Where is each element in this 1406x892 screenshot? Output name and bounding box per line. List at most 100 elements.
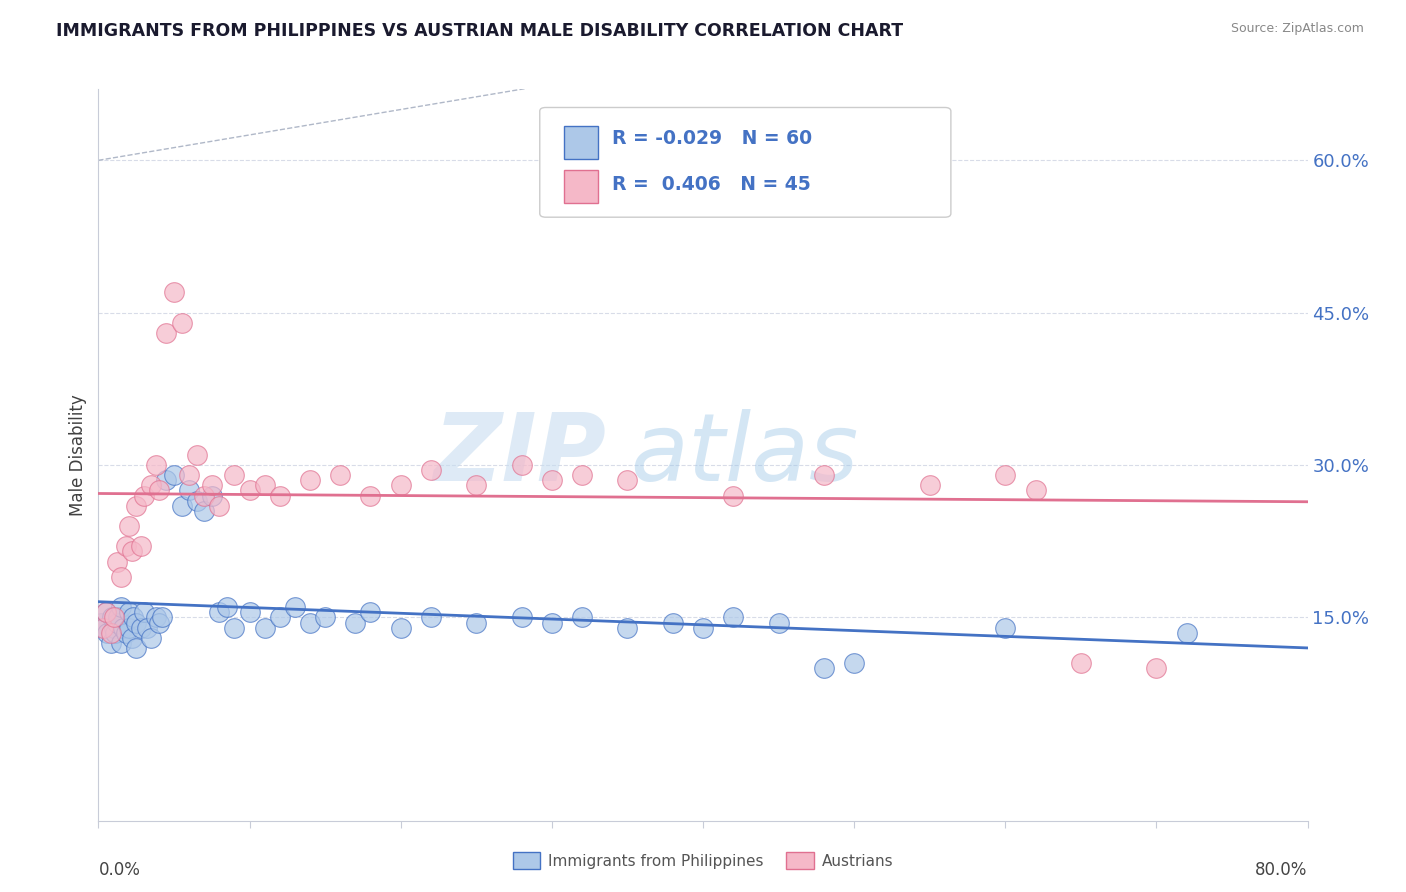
Point [186, 448, 208, 462]
Point [145, 458, 167, 472]
Text: 0.0%: 0.0% [98, 861, 141, 879]
Text: ZIP: ZIP [433, 409, 606, 501]
Point [114, 539, 136, 553]
Point [224, 468, 246, 483]
Point [118, 606, 141, 620]
Point [329, 468, 352, 483]
Point [100, 625, 122, 640]
Point [179, 468, 201, 483]
Point [193, 504, 215, 518]
Point [299, 473, 322, 487]
Text: R = -0.029   N = 60: R = -0.029 N = 60 [613, 129, 813, 148]
Point [105, 555, 128, 569]
Point [94, 606, 117, 620]
Point [105, 615, 128, 630]
Point [163, 285, 186, 300]
Point [389, 621, 412, 635]
Point [93, 621, 115, 635]
Point [389, 478, 412, 492]
Point [314, 610, 336, 624]
Point [193, 489, 215, 503]
Point [170, 499, 193, 513]
Point [1024, 483, 1046, 498]
Point [1070, 656, 1092, 670]
Point [420, 610, 443, 624]
Point [118, 519, 141, 533]
Point [813, 661, 835, 675]
Point [104, 625, 127, 640]
Point [215, 600, 238, 615]
Point [224, 621, 246, 635]
Text: 80.0%: 80.0% [1256, 861, 1308, 879]
FancyBboxPatch shape [564, 126, 598, 159]
Point [155, 473, 177, 487]
Point [540, 615, 562, 630]
Point [103, 621, 125, 635]
Point [571, 468, 593, 483]
Legend: Immigrants from Philippines, Austrians: Immigrants from Philippines, Austrians [506, 846, 900, 875]
Point [141, 631, 163, 645]
Point [110, 636, 132, 650]
Point [163, 468, 186, 483]
Point [239, 483, 262, 498]
Text: atlas: atlas [630, 409, 859, 500]
Point [540, 473, 562, 487]
Point [1175, 625, 1198, 640]
Text: IMMIGRANTS FROM PHILIPPINES VS AUSTRIAN MALE DISABILITY CORRELATION CHART: IMMIGRANTS FROM PHILIPPINES VS AUSTRIAN … [56, 22, 904, 40]
Point [844, 656, 866, 670]
Point [148, 483, 170, 498]
Point [145, 610, 167, 624]
Point [121, 544, 143, 558]
Point [692, 621, 714, 635]
Point [616, 621, 638, 635]
Point [118, 621, 141, 635]
Point [90, 615, 112, 630]
Point [510, 610, 533, 624]
Y-axis label: Male Disability: Male Disability [69, 394, 87, 516]
Point [269, 610, 291, 624]
FancyBboxPatch shape [564, 169, 598, 202]
Point [571, 610, 593, 624]
Point [465, 478, 488, 492]
Point [110, 600, 132, 615]
Point [125, 499, 148, 513]
Point [360, 489, 382, 503]
Point [103, 610, 125, 624]
Point [96, 625, 118, 640]
Point [253, 478, 276, 492]
Point [129, 621, 152, 635]
Point [768, 615, 790, 630]
Point [253, 621, 276, 635]
Point [299, 615, 322, 630]
Point [616, 473, 638, 487]
Point [723, 489, 745, 503]
Point [510, 458, 533, 472]
Point [465, 615, 488, 630]
Point [994, 468, 1017, 483]
Point [269, 489, 291, 503]
Point [344, 615, 367, 630]
Point [208, 606, 231, 620]
Point [420, 463, 443, 477]
Point [132, 606, 155, 620]
Text: R =  0.406   N = 45: R = 0.406 N = 45 [613, 175, 811, 194]
Point [110, 570, 132, 584]
Point [918, 478, 941, 492]
Point [150, 610, 173, 624]
Point [91, 621, 114, 635]
Point [179, 483, 201, 498]
Point [723, 610, 745, 624]
Point [148, 615, 170, 630]
Point [122, 610, 145, 624]
Point [135, 621, 157, 635]
Text: Source: ZipAtlas.com: Source: ZipAtlas.com [1230, 22, 1364, 36]
Point [141, 478, 163, 492]
Point [661, 615, 683, 630]
Point [208, 499, 231, 513]
Point [170, 316, 193, 330]
Point [125, 615, 148, 630]
FancyBboxPatch shape [540, 108, 950, 218]
Point [121, 631, 143, 645]
Point [186, 493, 208, 508]
Point [107, 610, 129, 624]
